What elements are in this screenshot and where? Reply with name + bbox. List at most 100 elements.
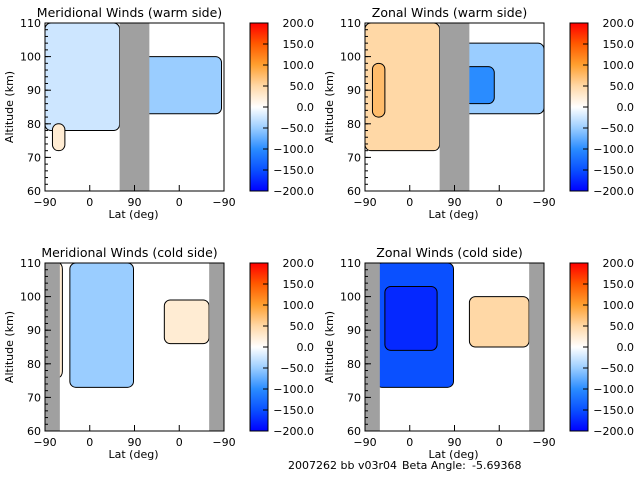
x-tick-label: 0	[176, 196, 183, 209]
contour-region	[384, 286, 438, 351]
colorbar-tick-label: 150.0	[603, 38, 635, 51]
y-tick-label: 80	[27, 118, 41, 131]
y-tick-label: 70	[347, 151, 361, 164]
x-tick-label: 0	[86, 196, 93, 209]
colorbar-tick-label: 150.0	[283, 38, 315, 51]
x-tick-label: −90	[532, 196, 555, 209]
colorbar-tick-label: 200.0	[283, 17, 315, 30]
x-tick-label: −90	[33, 436, 56, 449]
y-tick-label: 70	[27, 391, 41, 404]
contour-region	[468, 296, 530, 348]
y-tick-label: 90	[27, 324, 41, 337]
contour-region	[51, 123, 66, 152]
colorbar-tick-label: −100.0	[273, 383, 314, 396]
y-tick-label: 80	[347, 358, 361, 371]
footer-beta-label: Beta Angle:	[402, 459, 466, 472]
colorbar-tick-label: 0.0	[617, 341, 635, 354]
colorbar-tick-label: −50.0	[600, 122, 634, 135]
x-tick-label: 0	[496, 436, 503, 449]
x-tick-label: 0	[406, 436, 413, 449]
x-tick-label: 0	[176, 436, 183, 449]
contour-region	[69, 262, 135, 388]
colorbar-tick-label: −150.0	[273, 164, 314, 177]
contour-region	[44, 22, 121, 132]
colorbar-tick-label: 0.0	[617, 101, 635, 114]
y-axis-label: Altitude (km)	[323, 71, 336, 143]
no-data-band	[529, 263, 544, 431]
no-data-band	[209, 263, 224, 431]
colorbar-tick-label: −100.0	[593, 383, 634, 396]
y-tick-label: 110	[20, 257, 41, 270]
x-tick-label: 0	[86, 436, 93, 449]
contour-region	[163, 299, 210, 345]
x-tick-label: −90	[353, 196, 376, 209]
y-tick-label: 60	[347, 425, 361, 438]
no-data-band	[119, 23, 150, 191]
x-axis-label: Lat (deg)	[109, 208, 159, 221]
y-tick-label: 90	[347, 324, 361, 337]
panel-title: Meridional Winds (cold side)	[41, 245, 217, 260]
panel-meridional-cold: 60 70 80 90 100 110 −90 0 90 0 −90 Meridional Winds…	[3, 245, 314, 461]
x-axis-label: Lat (deg)	[429, 208, 479, 221]
colorbar-tick-label: 150.0	[603, 278, 635, 291]
x-tick-label: −90	[212, 436, 235, 449]
x-tick-label: 0	[406, 196, 413, 209]
panel-meridional-warm: 60 70 80 90 100 110 −90 0 90 0 −90 Meridional Winds…	[3, 5, 314, 221]
panel-title: Zonal Winds (cold side)	[376, 245, 522, 260]
y-axis-label: Altitude (km)	[3, 71, 16, 143]
colorbar-tick-label: 100.0	[603, 299, 635, 312]
y-tick-label: 110	[340, 257, 361, 270]
footer-beta-value: -5.69368	[472, 459, 521, 472]
colorbar-tick-label: −200.0	[273, 425, 314, 438]
contour-region	[371, 62, 386, 118]
colorbar-tick-label: −150.0	[593, 164, 634, 177]
panel-zonal-warm: 60 70 80 90 100 110 −90 0 90 0 −90 Zonal Winds (war…	[323, 5, 634, 221]
x-tick-label: 90	[448, 196, 462, 209]
x-tick-label: 90	[128, 436, 142, 449]
colorbar-tick-label: −100.0	[273, 143, 314, 156]
no-data-band	[45, 263, 60, 431]
colorbar-tick-label: 50.0	[290, 80, 315, 93]
colorbar-tick-label: −150.0	[273, 404, 314, 417]
panel-title: Meridional Winds (warm side)	[37, 5, 222, 20]
y-tick-label: 100	[340, 291, 361, 304]
y-tick-label: 80	[27, 358, 41, 371]
panel-zonal-cold: 60 70 80 90 100 110 −90 0 90 0 −90 Zonal Winds (col…	[323, 245, 634, 461]
y-tick-label: 100	[340, 51, 361, 64]
colorbar-tick-label: 100.0	[283, 59, 315, 72]
footer-run-id: 2007262 bb v03r04	[288, 459, 397, 472]
y-axis-label: Altitude (km)	[323, 311, 336, 383]
x-axis-label: Lat (deg)	[429, 448, 479, 461]
colorbar-tick-label: 100.0	[283, 299, 315, 312]
y-tick-label: 90	[27, 84, 41, 97]
colorbar-tick-label: 150.0	[283, 278, 315, 291]
x-tick-label: 90	[448, 436, 462, 449]
colorbar-tick-label: −200.0	[273, 185, 314, 198]
panel-title: Zonal Winds (warm side)	[372, 5, 527, 20]
colorbar-tick-label: −50.0	[280, 362, 314, 375]
colorbar-tick-label: 0.0	[297, 101, 315, 114]
x-tick-label: −90	[212, 196, 235, 209]
no-data-band	[439, 23, 470, 191]
no-data-band	[365, 263, 380, 431]
x-axis-label: Lat (deg)	[109, 448, 159, 461]
colorbar-tick-label: 100.0	[603, 59, 635, 72]
y-tick-label: 80	[347, 118, 361, 131]
y-tick-label: 100	[20, 291, 41, 304]
y-tick-label: 70	[27, 151, 41, 164]
colorbar-tick-label: 200.0	[603, 17, 635, 30]
y-tick-label: 100	[20, 51, 41, 64]
y-tick-label: 60	[347, 185, 361, 198]
x-tick-label: 90	[128, 196, 142, 209]
y-tick-label: 60	[27, 425, 41, 438]
colorbar-tick-label: −50.0	[600, 362, 634, 375]
colorbar-tick-label: −150.0	[593, 404, 634, 417]
y-tick-label: 110	[340, 17, 361, 30]
colorbar-tick-label: −50.0	[280, 122, 314, 135]
y-tick-label: 90	[347, 84, 361, 97]
y-axis-label: Altitude (km)	[3, 311, 16, 383]
x-tick-label: −90	[33, 196, 56, 209]
x-tick-label: 0	[496, 196, 503, 209]
colorbar-tick-label: 200.0	[283, 257, 315, 270]
